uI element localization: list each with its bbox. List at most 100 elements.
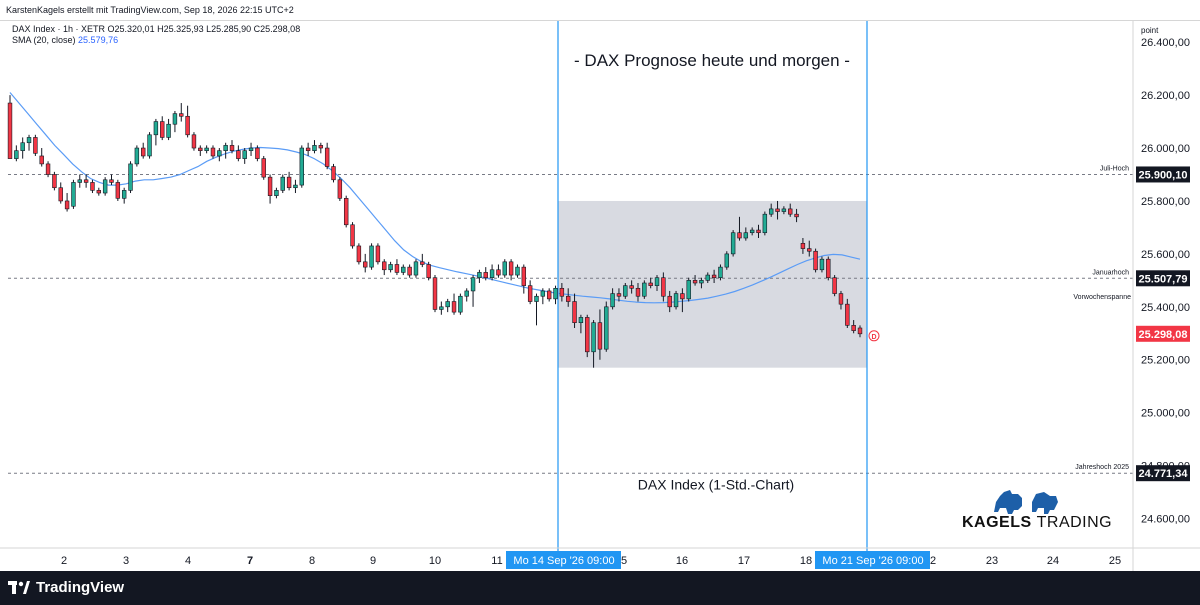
- candle-body: [445, 301, 450, 308]
- candle-body: [64, 200, 70, 210]
- candle: [83, 174, 89, 188]
- candle-body: [775, 208, 780, 212]
- candle-body: [813, 250, 818, 271]
- candle-body: [20, 142, 25, 151]
- candle-body: [515, 266, 520, 276]
- candle: [52, 171, 57, 191]
- candle: [813, 248, 818, 273]
- candle: [382, 259, 387, 276]
- candle: [705, 272, 710, 283]
- candle-body: [610, 293, 615, 308]
- candle: [147, 132, 152, 159]
- candle-body: [109, 179, 114, 183]
- candle: [661, 272, 666, 302]
- legend-ohlc: DAX Index · 1h · XETR O25.320,01 H25.325…: [12, 24, 301, 34]
- y-tick-label: 26.200,00: [1141, 90, 1190, 102]
- candle: [515, 264, 520, 278]
- candle: [356, 243, 362, 265]
- y-tick-label: 25.000,00: [1141, 408, 1190, 420]
- candle-body: [768, 208, 774, 215]
- candle: [553, 285, 558, 305]
- chart-canvas[interactable]: Juli-Hoch Januarhoch Vorwochenspanne Jahres…: [0, 21, 1200, 572]
- candle: [845, 298, 850, 328]
- candle: [179, 103, 184, 122]
- candle-body: [134, 147, 140, 165]
- y-tick-label: 25.800,00: [1141, 196, 1190, 208]
- tradingview-footer: TradingView: [0, 571, 1200, 605]
- range-box: [558, 200, 867, 368]
- candle: [407, 264, 412, 278]
- x-tick-label: 4: [185, 555, 191, 567]
- candle: [566, 288, 571, 307]
- candle: [26, 134, 32, 151]
- candle: [229, 140, 235, 154]
- chart-title: - DAX Prognose heute und morgen -: [574, 51, 850, 70]
- top-attribution-bar: KarstenKagels erstellt mit TradingView.c…: [0, 0, 1200, 20]
- candle: [134, 145, 140, 167]
- candle: [363, 253, 368, 273]
- candle-body: [585, 317, 590, 353]
- candle: [699, 277, 704, 289]
- candle: [261, 155, 266, 180]
- candle-body: [762, 213, 768, 234]
- kagels-trading-text: KAGELS TRADING: [962, 514, 1112, 532]
- candle: [489, 264, 495, 281]
- candle-body: [464, 290, 469, 297]
- level-value-label-0: 25.900,10: [1139, 169, 1188, 181]
- x-tick-label: 25: [1109, 555, 1121, 567]
- tradingview-wordmark: TradingView: [36, 579, 125, 596]
- candle-body: [470, 277, 476, 292]
- tradingview-logo[interactable]: TradingView: [8, 579, 124, 596]
- candle: [851, 320, 856, 334]
- candle: [781, 206, 787, 215]
- candle: [692, 275, 698, 286]
- candle-body: [477, 272, 482, 279]
- candle-body: [737, 232, 742, 239]
- candle-body: [83, 179, 89, 183]
- candle: [629, 280, 634, 294]
- candle-body: [597, 322, 603, 350]
- candle: [642, 280, 647, 299]
- candle: [496, 264, 501, 278]
- cursor-label-box-1: [815, 551, 930, 569]
- candle: [293, 179, 298, 194]
- candle-body: [826, 258, 831, 279]
- candle-body: [248, 147, 254, 151]
- candle-body: [229, 145, 235, 151]
- candle-body: [382, 261, 387, 271]
- candle-body: [800, 243, 806, 249]
- candle-body: [439, 306, 444, 310]
- candle-body: [413, 261, 419, 276]
- candle-body: [185, 115, 190, 136]
- candle: [730, 230, 736, 257]
- candle: [337, 177, 343, 201]
- candle-body: [451, 301, 457, 313]
- candle: [572, 293, 577, 328]
- attribution-text: KarstenKagels erstellt mit TradingView.c…: [6, 5, 294, 15]
- candle-body: [153, 121, 159, 136]
- candle: [388, 261, 393, 273]
- candle: [45, 161, 51, 178]
- candle-body: [648, 282, 653, 286]
- chart-pane[interactable]: Juli-Hoch Januarhoch Vorwochenspanne Jahres…: [0, 20, 1200, 574]
- candle-body: [121, 190, 127, 199]
- candle-body: [616, 293, 622, 297]
- candle: [762, 211, 768, 236]
- x-tick-label: 8: [309, 555, 315, 567]
- candle-body: [286, 176, 292, 189]
- candle: [286, 171, 292, 191]
- candle: [534, 293, 539, 326]
- candle: [794, 208, 799, 223]
- candle: [540, 288, 546, 305]
- candle: [521, 264, 527, 294]
- candle: [394, 259, 400, 276]
- candle: [718, 264, 723, 281]
- candle: [217, 148, 222, 162]
- candle-body: [407, 266, 412, 276]
- candle: [654, 275, 660, 291]
- candle-body: [458, 295, 463, 313]
- kagels-bold: KAGELS: [962, 514, 1032, 531]
- candle-body: [337, 179, 343, 199]
- level-label-1: Januarhoch: [1092, 269, 1129, 276]
- candle: [343, 195, 349, 228]
